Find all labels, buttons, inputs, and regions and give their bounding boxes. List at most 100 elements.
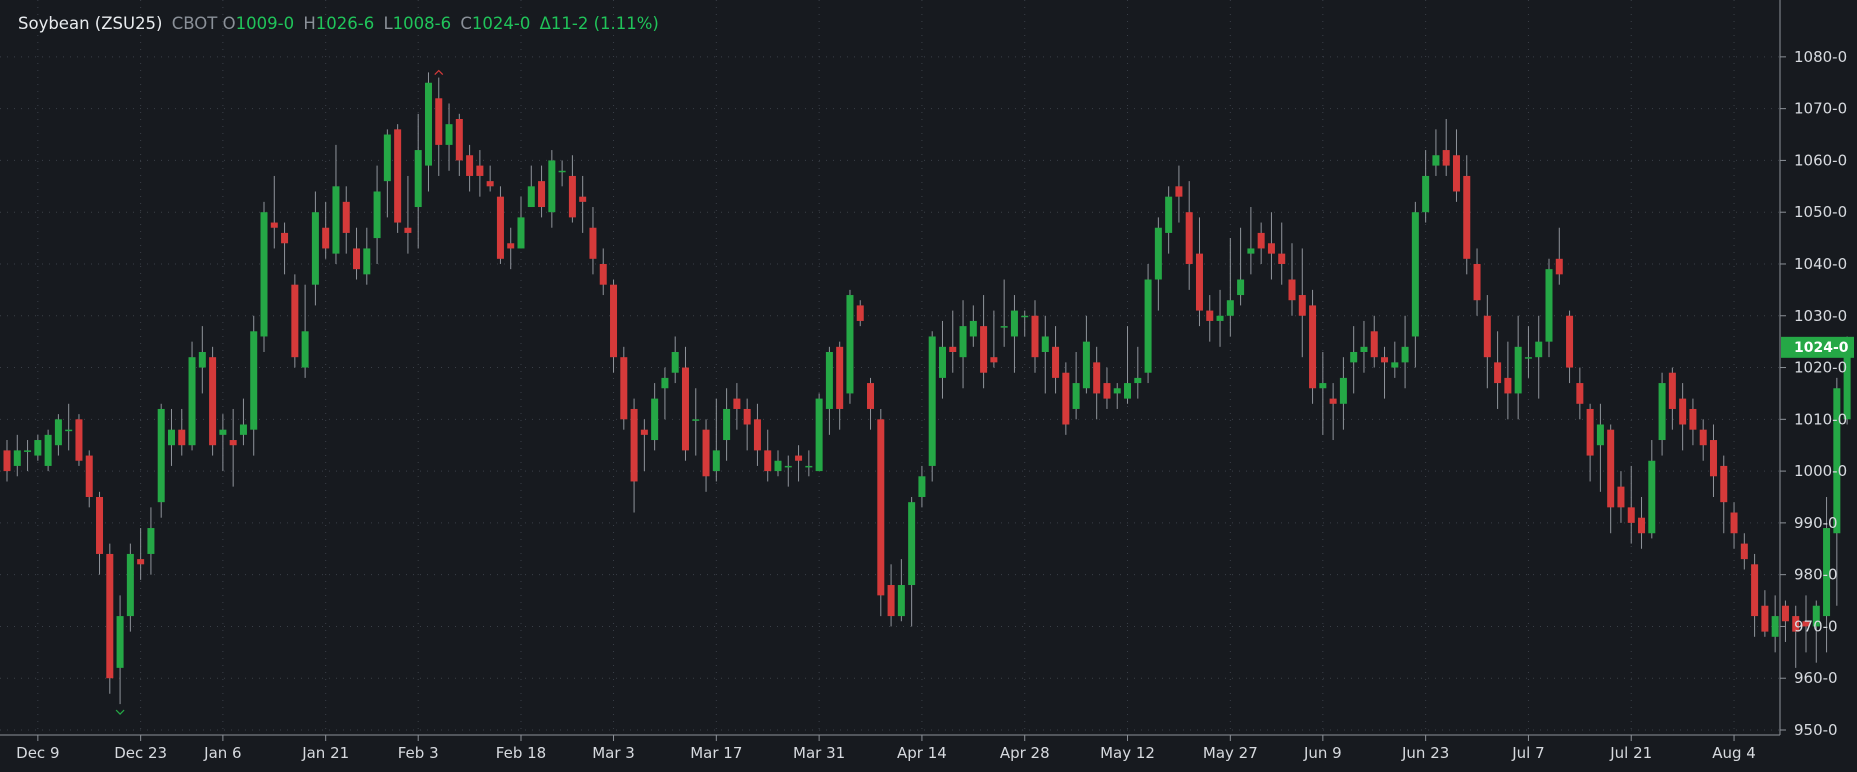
candle[interactable] <box>404 175 412 254</box>
candle[interactable] <box>610 279 618 373</box>
candle[interactable] <box>322 201 330 259</box>
candle[interactable] <box>1339 357 1347 430</box>
candle[interactable] <box>568 155 576 223</box>
candle[interactable] <box>1031 300 1039 373</box>
candle[interactable] <box>1473 248 1481 316</box>
candle[interactable] <box>640 419 648 472</box>
candle[interactable] <box>723 388 731 461</box>
candle[interactable] <box>1000 279 1008 347</box>
candle[interactable] <box>424 72 432 192</box>
candle[interactable] <box>1103 367 1111 409</box>
candle[interactable] <box>1771 595 1779 653</box>
candle[interactable] <box>239 398 247 446</box>
candle[interactable] <box>116 595 124 705</box>
candle[interactable] <box>867 377 875 430</box>
candle[interactable] <box>1411 201 1419 368</box>
candle[interactable] <box>661 367 669 420</box>
candle[interactable] <box>1627 465 1635 544</box>
candle[interactable] <box>476 150 484 197</box>
candle[interactable] <box>1175 165 1183 223</box>
candle[interactable] <box>13 434 21 477</box>
candle[interactable] <box>764 429 772 482</box>
candle[interactable] <box>3 440 11 482</box>
candle[interactable] <box>1134 346 1142 399</box>
candle[interactable] <box>486 165 494 192</box>
candle[interactable] <box>137 528 145 580</box>
candle[interactable] <box>599 248 607 296</box>
candle[interactable] <box>1195 217 1203 327</box>
candle[interactable] <box>1021 310 1029 337</box>
candle[interactable] <box>1833 377 1841 606</box>
candle[interactable] <box>1442 118 1450 176</box>
candle[interactable] <box>527 165 535 208</box>
candle[interactable] <box>1689 398 1697 446</box>
candle[interactable] <box>980 295 988 389</box>
candle[interactable] <box>363 227 371 285</box>
candle[interactable] <box>1658 372 1666 456</box>
candle[interactable] <box>949 310 957 373</box>
candle[interactable] <box>1566 310 1574 384</box>
candle[interactable] <box>466 144 474 192</box>
candle[interactable] <box>1679 383 1687 451</box>
candle[interactable] <box>157 403 165 518</box>
candle[interactable] <box>291 274 299 368</box>
candle[interactable] <box>805 450 813 477</box>
candle[interactable] <box>1093 346 1101 420</box>
candle[interactable] <box>692 388 700 456</box>
candle[interactable] <box>1483 295 1491 389</box>
candle[interactable] <box>147 507 155 575</box>
candle[interactable] <box>1247 207 1255 275</box>
candle[interactable] <box>219 414 227 472</box>
candle[interactable] <box>1699 419 1707 461</box>
candle[interactable] <box>1422 150 1430 223</box>
candle[interactable] <box>630 398 638 513</box>
candle[interactable] <box>1514 315 1522 420</box>
candle[interactable] <box>1381 346 1389 399</box>
candle[interactable] <box>1185 181 1193 290</box>
candle[interactable] <box>445 103 453 171</box>
candle[interactable] <box>1761 590 1769 637</box>
candle[interactable] <box>1720 455 1728 534</box>
candle[interactable] <box>281 222 289 275</box>
candle[interactable] <box>959 300 967 389</box>
candle[interactable] <box>558 160 566 187</box>
candle[interactable] <box>908 496 916 627</box>
candle[interactable] <box>1596 403 1604 492</box>
candle[interactable] <box>1545 258 1553 358</box>
candle[interactable] <box>373 165 381 264</box>
candle[interactable] <box>651 383 659 451</box>
candle[interactable] <box>435 77 443 176</box>
candle[interactable] <box>1298 248 1306 358</box>
candle[interactable] <box>1607 424 1615 534</box>
candle[interactable] <box>1463 155 1471 275</box>
candle[interactable] <box>1288 243 1296 316</box>
candle[interactable] <box>96 491 104 575</box>
candle[interactable] <box>938 320 946 399</box>
candle[interactable] <box>1165 186 1173 254</box>
candle[interactable] <box>1812 600 1820 663</box>
candle[interactable] <box>856 300 864 327</box>
candle[interactable] <box>1740 533 1748 570</box>
candle[interactable] <box>332 144 340 264</box>
candle[interactable] <box>1401 315 1409 389</box>
candle[interactable] <box>198 326 206 394</box>
candle[interactable] <box>1010 295 1018 373</box>
candle[interactable] <box>1555 227 1563 285</box>
candle[interactable] <box>1257 222 1265 264</box>
candle[interactable] <box>1668 367 1676 430</box>
candle[interactable] <box>167 408 175 466</box>
candle[interactable] <box>1237 227 1245 306</box>
candle[interactable] <box>877 408 885 617</box>
candle[interactable] <box>1617 471 1625 523</box>
candle[interactable] <box>897 559 905 622</box>
candle[interactable] <box>1709 424 1717 497</box>
candle[interactable] <box>733 383 741 430</box>
candle[interactable] <box>1792 605 1800 668</box>
candle[interactable] <box>1154 217 1162 311</box>
candle[interactable] <box>342 186 350 254</box>
candle[interactable] <box>743 398 751 451</box>
candle[interactable] <box>671 336 679 384</box>
candle[interactable] <box>815 393 823 472</box>
candle[interactable] <box>825 346 833 435</box>
candle[interactable] <box>887 564 895 627</box>
